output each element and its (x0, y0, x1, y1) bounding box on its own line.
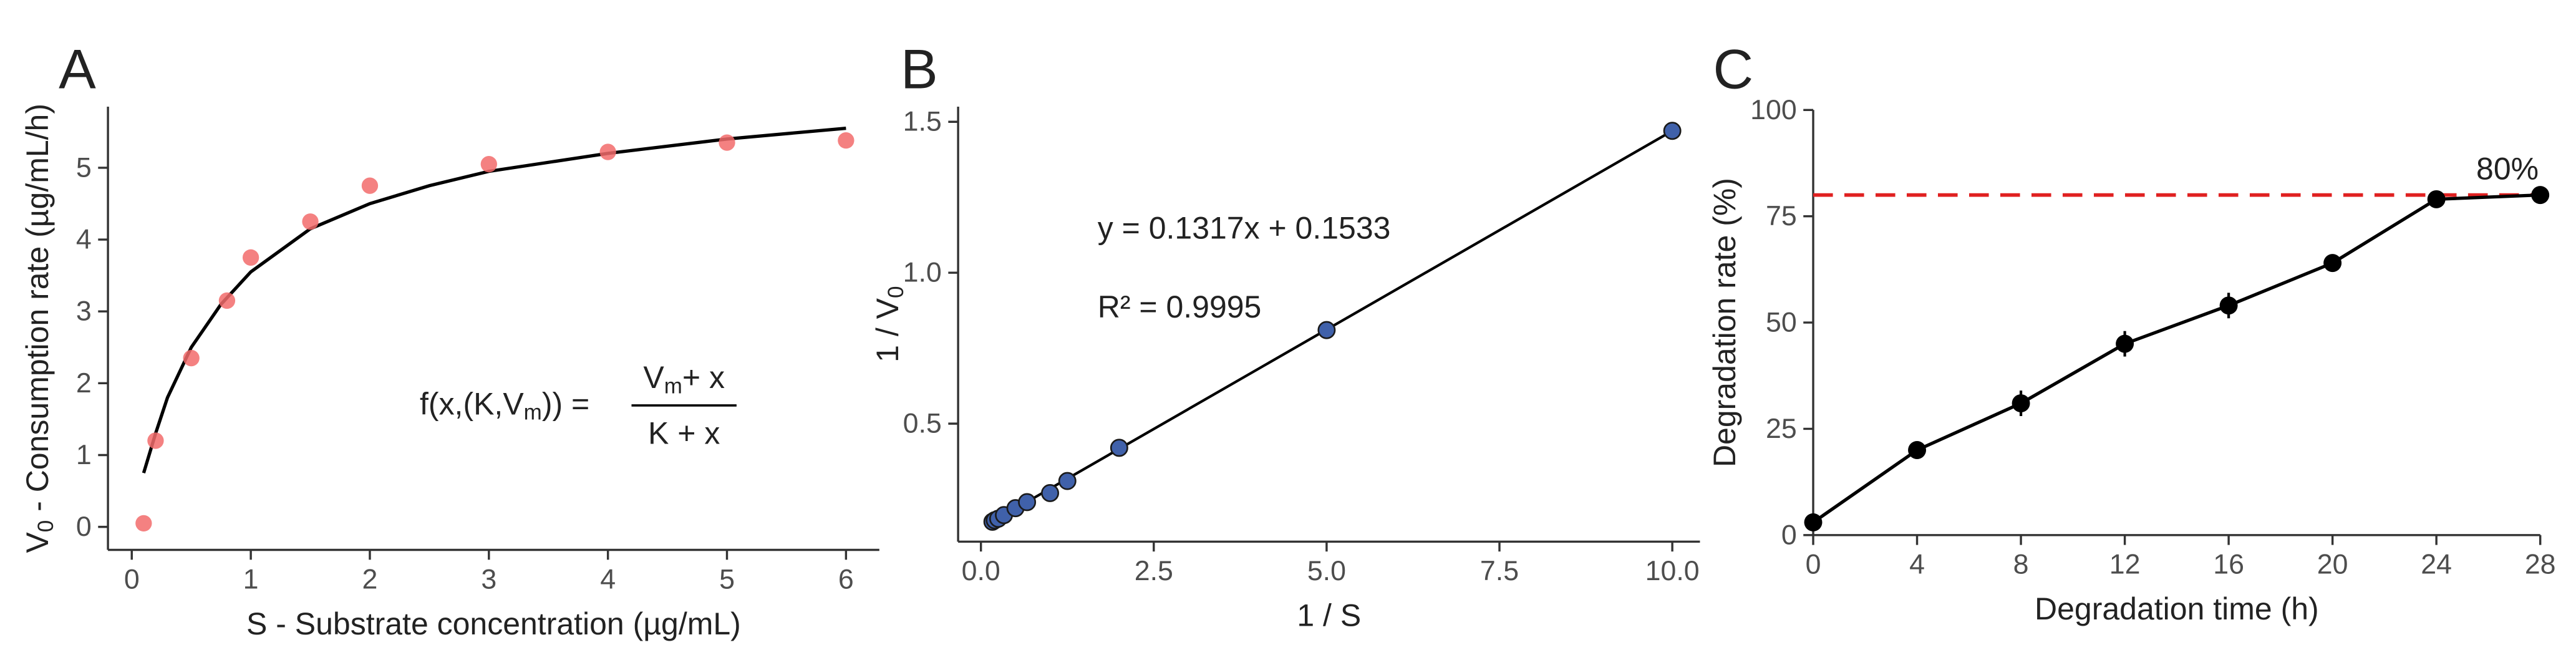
x-tick-label: 0.0 (962, 556, 1000, 586)
x-tick-label: 6 (838, 564, 854, 594)
x-tick-label: 5 (719, 564, 735, 594)
y-axis-label: Degradation rate (%) (1707, 178, 1742, 467)
y-axis-label: 1 / V0 (870, 286, 908, 362)
y-tick-label: 75 (1766, 201, 1797, 231)
formula-numerator: Vm+ x (643, 360, 725, 398)
point (599, 143, 616, 160)
subscript: m (524, 400, 542, 424)
point (2531, 186, 2550, 205)
formula-lhs: f(x,(K,Vm)) = (420, 386, 589, 424)
x-axis-label: 1 / S (1297, 598, 1361, 633)
point (2323, 254, 2342, 273)
y-tick-label: 50 (1766, 308, 1797, 338)
point (2219, 296, 2238, 315)
y-tick-label: 5 (76, 152, 92, 183)
y-tick-label: 0.5 (903, 409, 942, 439)
x-tick-label: 2.5 (1135, 556, 1173, 586)
x-tick-label: 3 (481, 564, 496, 594)
x-tick-label: 24 (2421, 550, 2452, 580)
text-part: V (643, 360, 664, 395)
panel-label: C (1713, 38, 1754, 100)
point (242, 249, 259, 266)
x-tick-label: 0 (1806, 550, 1821, 580)
point (1663, 122, 1682, 140)
point (2427, 190, 2446, 208)
x-tick-label: 5.0 (1307, 556, 1346, 586)
point (183, 349, 200, 367)
y-tick-label: 100 (1750, 95, 1797, 125)
reference-label: 80% (2476, 151, 2539, 186)
y-tick-label: 25 (1766, 414, 1797, 444)
r-squared: R² = 0.9995 (1098, 289, 1262, 324)
text-part: f(x,(K,V (420, 386, 524, 421)
point (1018, 493, 1037, 512)
point (1317, 321, 1336, 339)
text-part: )) = (542, 386, 589, 421)
x-tick-label: 28 (2525, 550, 2556, 580)
y-tick-label: 1 (76, 440, 92, 470)
point (2012, 394, 2030, 413)
text-part: - Consumption rate (µg/mL/h) (20, 104, 55, 520)
point (1110, 439, 1128, 457)
line (1812, 193, 2540, 524)
y-tick-label: 4 (76, 225, 92, 255)
point (480, 155, 497, 173)
panel-label: B (901, 38, 938, 100)
x-tick-label: 7.5 (1480, 556, 1519, 586)
point (719, 134, 735, 151)
point (302, 213, 319, 230)
y-tick-label: 3 (76, 296, 92, 327)
x-tick-label: 20 (2317, 550, 2348, 580)
subscript: m (664, 374, 682, 398)
y-tick-label: 0 (1781, 520, 1797, 550)
point (218, 292, 236, 309)
x-tick-label: 12 (2109, 550, 2141, 580)
text-part: + x (682, 360, 725, 395)
x-tick-label: 10.0 (1645, 556, 1700, 586)
panel-label: A (59, 38, 96, 100)
point (1908, 441, 1927, 459)
x-tick-label: 2 (362, 564, 378, 594)
y-tick-label: 0 (76, 512, 92, 542)
x-tick-label: 8 (2013, 550, 2029, 580)
y-axis-label: V0 - Consumption rate (µg/mL/h) (20, 104, 58, 553)
x-tick-label: 16 (2213, 550, 2244, 580)
point (361, 177, 379, 194)
point (1041, 483, 1060, 502)
y-tick-label: 1.0 (903, 258, 942, 288)
x-axis-label: S - Substrate concentration (µg/mL) (246, 606, 741, 641)
point (147, 432, 164, 449)
equation: y = 0.1317x + 0.1533 (1098, 211, 1391, 246)
point (838, 132, 855, 149)
text-part: 1 / V (870, 298, 905, 362)
text-part: V (20, 532, 55, 553)
x-tick-label: 4 (1909, 550, 1925, 580)
y-tick-label: 1.5 (903, 107, 942, 137)
point (1804, 513, 1823, 531)
x-tick-label: 0 (124, 564, 140, 594)
point (2116, 334, 2134, 353)
point (135, 515, 152, 532)
subscript: 0 (884, 286, 908, 298)
x-tick-label: 4 (600, 564, 616, 594)
y-tick-label: 2 (76, 368, 92, 399)
formula-denominator: K + x (648, 416, 720, 451)
point (1058, 472, 1077, 490)
x-tick-label: 1 (243, 564, 259, 594)
x-axis-label: Degradation time (h) (2035, 591, 2319, 626)
subscript: 0 (34, 520, 58, 532)
